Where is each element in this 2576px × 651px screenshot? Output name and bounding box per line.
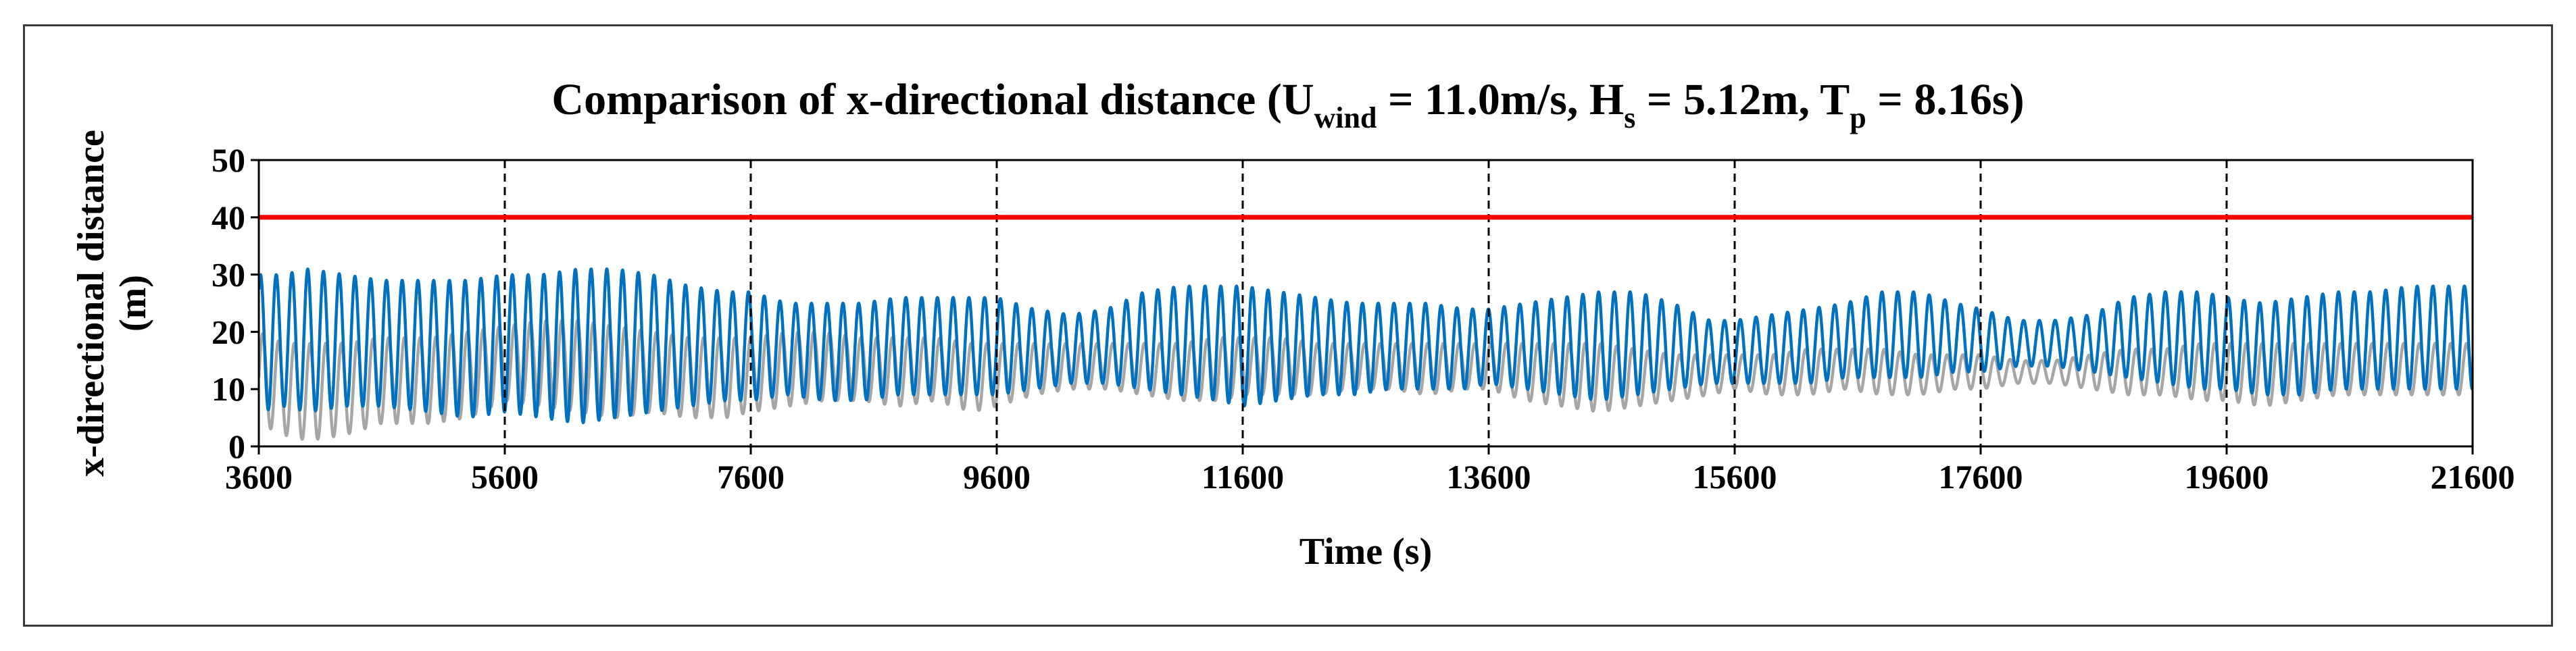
y-tick-label: 30 (212, 256, 245, 294)
x-tick-label: 7600 (717, 458, 785, 496)
y-axis-title-line2: (m) (112, 275, 154, 332)
y-tick-label: 0 (228, 427, 245, 465)
series-line-2 (259, 267, 2473, 425)
series-layer (259, 267, 2473, 441)
x-tick-label: 19600 (2185, 458, 2269, 496)
y-axis-title-line1: x-directional distance (70, 130, 112, 477)
chart-title: Comparison of x-directional distance (Uw… (551, 75, 2024, 134)
chart-svg: Comparison of x-directional distance (Uw… (70, 75, 2515, 573)
x-tick-label: 17600 (1939, 458, 2023, 496)
y-tick-label: 20 (212, 313, 245, 350)
x-axis-title: Time (s) (1299, 531, 1433, 573)
x-tick-label: 13600 (1447, 458, 1531, 496)
x-tick-label: 5600 (471, 458, 539, 496)
x-tick-label: 9600 (963, 458, 1031, 496)
plot-area-border (257, 159, 2474, 448)
chart-frame: Comparison of x-directional distance (Uw… (23, 24, 2553, 627)
tick-layer: 3600 5600 7600 9600 11600 13600 15600 17600 1960… (212, 141, 2515, 496)
y-axis-title: x-directional distance (m) (70, 130, 154, 477)
x-tick-label: 15600 (1693, 458, 1777, 496)
x-tick-label: 11600 (1202, 458, 1284, 496)
y-tick-label: 50 (212, 141, 245, 179)
grid-layer (503, 160, 2228, 446)
x-tick-label: 3600 (225, 458, 293, 496)
x-tick-label: 21600 (2431, 458, 2515, 496)
y-tick-label: 40 (212, 199, 245, 236)
y-tick-label: 10 (212, 370, 245, 408)
